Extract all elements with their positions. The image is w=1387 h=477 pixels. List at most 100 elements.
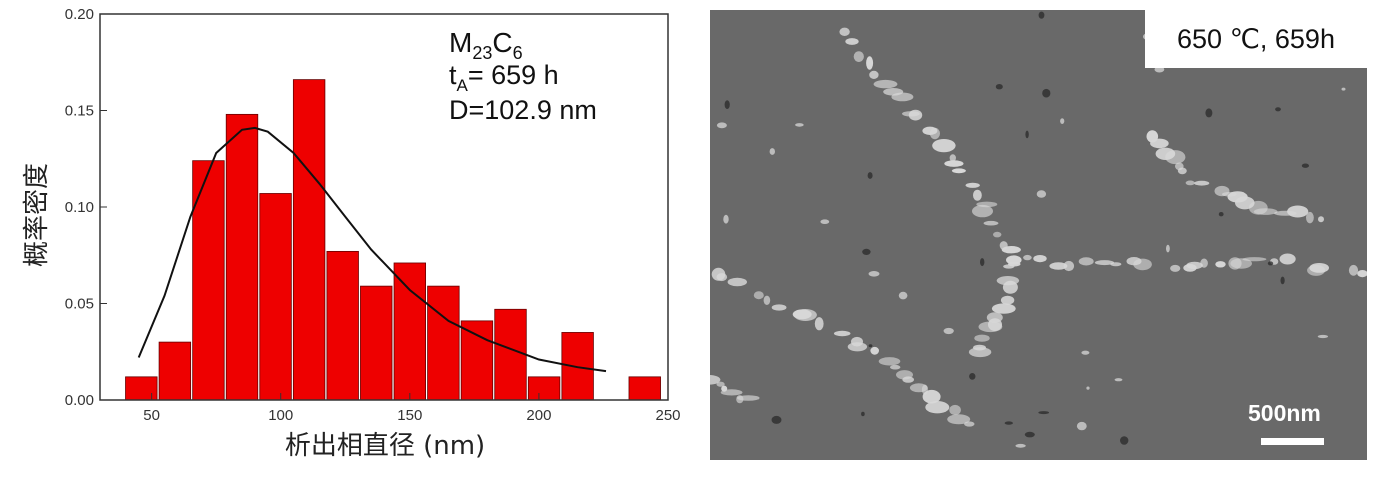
precipitate-particle-100: [1306, 211, 1314, 224]
histogram-bar-0: [125, 376, 158, 401]
precipitate-particle-107: [737, 395, 760, 401]
precipitate-particle-62: [1033, 255, 1047, 263]
time-sub: A: [457, 76, 469, 95]
precipitate-particle-37: [716, 273, 728, 282]
histogram-bar-10: [460, 320, 494, 401]
matrix-particle-17: [867, 172, 873, 179]
matrix-particle-0: [1036, 190, 1047, 198]
matrix-particle-31: [1218, 212, 1224, 217]
precipitate-particle-57: [949, 404, 961, 416]
precipitate-particle-66: [1094, 260, 1115, 266]
histogram-chart: 50 100 150 200 250 0.00 0.05 0.10 0.15 0.20 概率密度 …: [22, 6, 681, 461]
precipitate-particle-23: [1001, 246, 1021, 254]
matrix-particle-24: [1038, 411, 1050, 415]
matrix-particle-37: [1081, 350, 1090, 355]
x-tick-label-1: 100: [268, 407, 293, 424]
matrix-particle-32: [1280, 276, 1285, 285]
precipitate-particle-32: [978, 321, 1003, 333]
precipitate-particle-58: [947, 414, 971, 425]
precipitate-particle-56: [925, 401, 950, 414]
matrix-particle-39: [1038, 11, 1045, 19]
y-tick-label-1: 0.05: [65, 296, 94, 313]
x-tick-label-2: 150: [397, 407, 422, 424]
phase-main: M: [449, 27, 472, 58]
precipitate-particle-72: [1186, 261, 1203, 270]
precipitate-particle-39: [753, 291, 764, 300]
precipitate-particle-73: [1200, 258, 1208, 268]
histogram-bar-4: [259, 193, 292, 401]
precipitate-particle-105: [720, 389, 743, 396]
matrix-particle-2: [1120, 436, 1129, 445]
matrix-particle-26: [1042, 88, 1051, 98]
precipitate-particle-45: [833, 330, 851, 337]
precipitate-particle-55: [922, 389, 941, 404]
phase-sub2: 6: [513, 43, 523, 63]
matrix-particle-25: [1060, 118, 1065, 124]
precipitate-particle-16: [965, 182, 980, 188]
matrix-particle-27: [1114, 378, 1123, 382]
precipitate-particle-41: [771, 304, 787, 311]
matrix-particle-23: [1275, 107, 1281, 112]
precipitate-particle-7: [891, 92, 914, 102]
matrix-particle-18: [724, 100, 730, 109]
precipitate-particle-21: [993, 231, 1002, 238]
x-tick-label-4: 250: [655, 407, 680, 424]
precipitate-particle-90: [1185, 180, 1195, 186]
precipitate-particle-81: [1309, 263, 1329, 273]
x-axis-title: 析出相直径 (nm): [285, 431, 485, 461]
x-tick-label-3: 200: [526, 407, 551, 424]
axis-ticks: 50 100 150 200 250 0.00 0.05 0.10 0.15 0.20: [65, 6, 681, 424]
histogram-bar-3: [225, 113, 259, 401]
precipitate-particle-44: [814, 317, 824, 331]
matrix-particle-44: [868, 344, 873, 348]
sem-micrograph: 650 ℃, 659h 500nm: [710, 10, 1367, 460]
histogram-bar-11: [494, 308, 527, 401]
precipitate-particle-89: [1177, 167, 1187, 175]
diameter-annotation: D=102.9 nm: [449, 95, 597, 125]
x-tick-label-0: 50: [143, 407, 160, 424]
y-tick-label-2: 0.10: [65, 199, 94, 216]
matrix-particle-36: [1004, 421, 1013, 425]
histogram-bar-12: [527, 376, 561, 401]
y-axis-title: 概率密度: [22, 163, 52, 267]
precipitate-particle-25: [1003, 264, 1015, 269]
precipitate-particle-69: [1133, 258, 1152, 271]
precipitate-particle-11: [929, 127, 940, 140]
precipitate-particle-83: [1357, 270, 1367, 278]
precipitate-particle-3: [866, 56, 874, 70]
precipitate-particle-85: [1150, 138, 1169, 149]
precipitate-particle-0: [839, 27, 850, 36]
condition-label: 650 ℃, 659h: [1145, 10, 1367, 68]
precipitate-particle-64: [1063, 260, 1075, 272]
matrix-particle-16: [862, 248, 871, 255]
matrix-particle-10: [995, 84, 1003, 90]
precipitate-particle-52: [902, 376, 914, 383]
matrix-particle-6: [1154, 66, 1165, 73]
precipitate-particle-77: [1242, 257, 1267, 262]
precipitate-particle-91: [1194, 180, 1210, 186]
matrix-particle-42: [868, 271, 880, 277]
histogram-bar-7: [360, 285, 393, 401]
matrix-particle-12: [1341, 87, 1346, 91]
phase-annotation: M23C6: [449, 27, 523, 63]
matrix-particle-20: [1015, 443, 1026, 448]
precipitate-particle-50: [890, 364, 901, 370]
precipitate-particle-97: [1253, 208, 1278, 215]
precipitate-particle-82: [1348, 264, 1359, 276]
precipitate-particle-4: [869, 70, 879, 79]
precipitate-particle-63: [1049, 262, 1068, 270]
time-annotation: tA= 659 h: [449, 60, 559, 95]
precipitate-particle-70: [1170, 264, 1181, 272]
precipitate-particle-99: [1287, 205, 1309, 218]
matrix-particle-33: [716, 122, 727, 129]
precipitate-particle-1: [845, 38, 859, 45]
precipitate-particle-101: [1318, 216, 1324, 223]
precipitate-particle-27: [1002, 280, 1018, 294]
matrix-particle-5: [898, 291, 908, 300]
histogram-bar-1: [158, 341, 192, 401]
precipitate-particle-28: [1000, 295, 1015, 305]
y-tick-label-4: 0.20: [65, 6, 94, 23]
matrix-particle-4: [1267, 261, 1274, 266]
matrix-particle-22: [1301, 163, 1309, 168]
time-main: t: [449, 60, 457, 90]
